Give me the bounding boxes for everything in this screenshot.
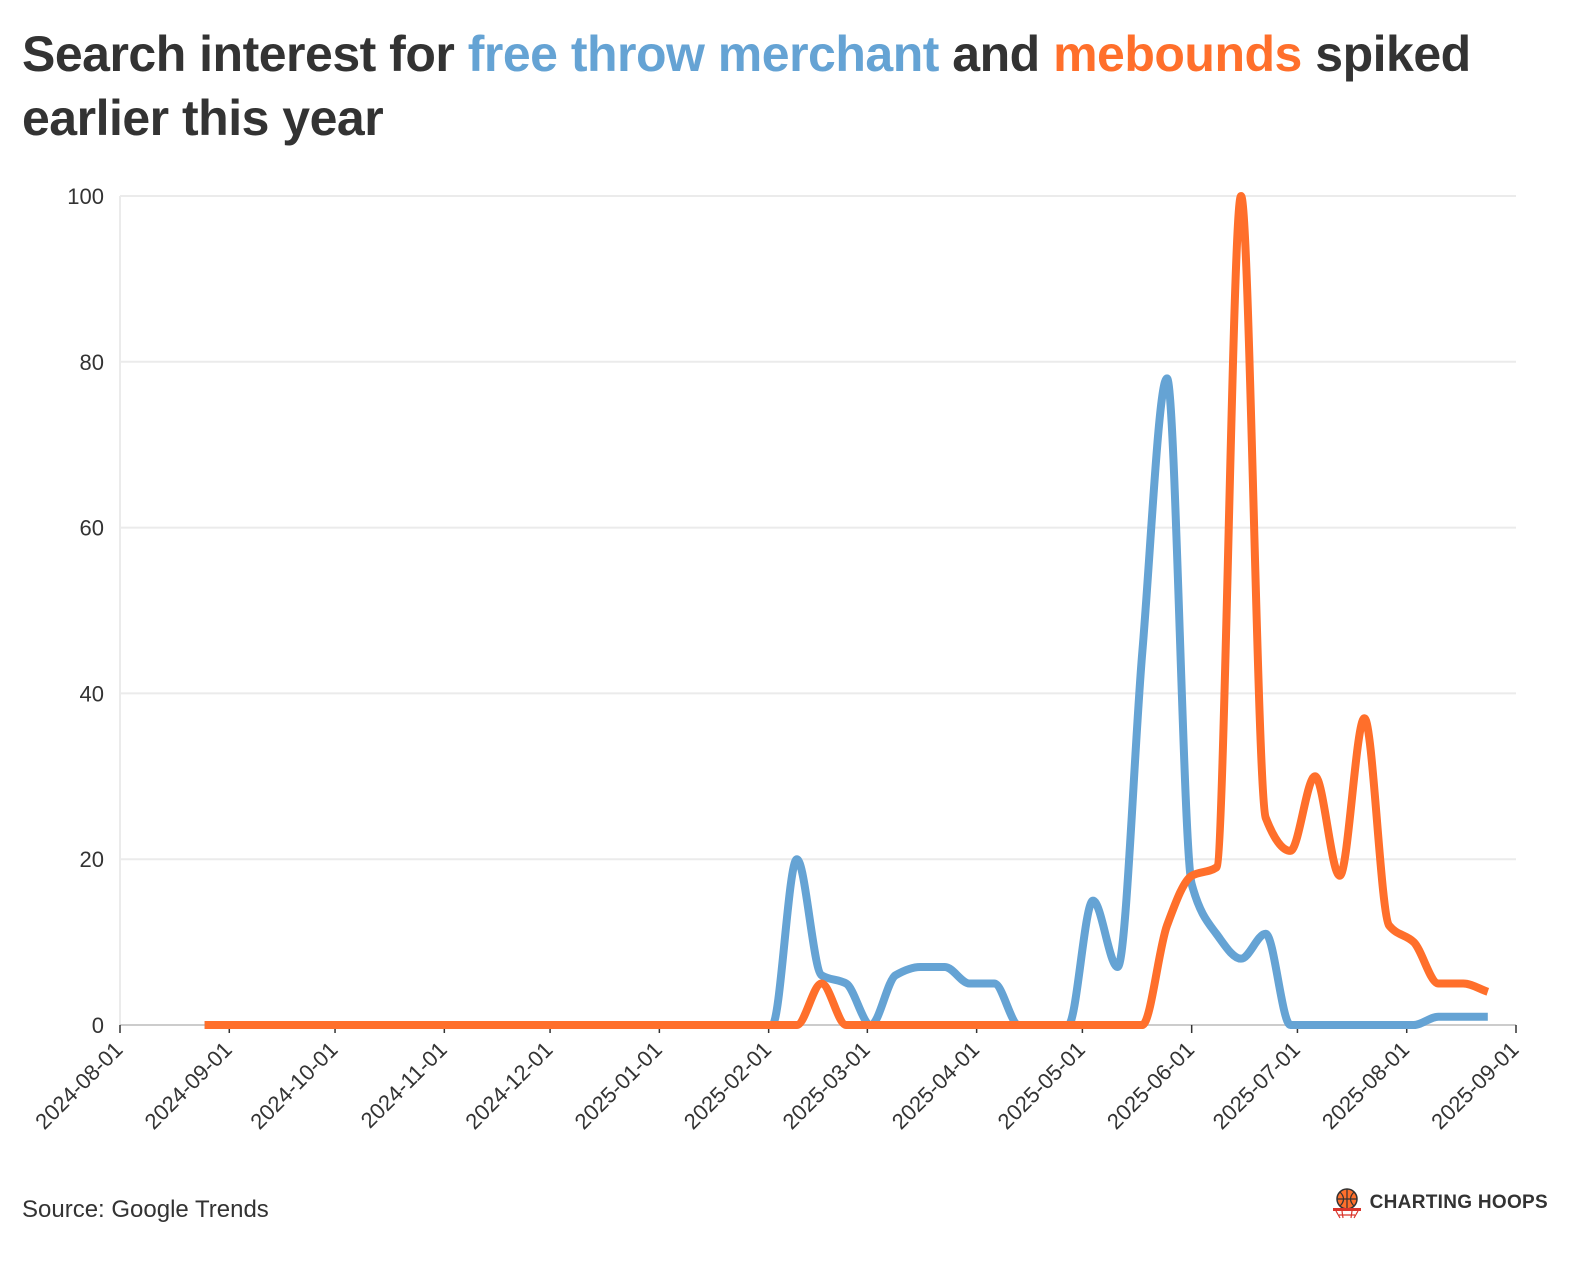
series-line-mebounds xyxy=(204,192,1490,1030)
gridlines xyxy=(120,195,1516,861)
y-tick-label: 80 xyxy=(80,350,104,375)
basketball-hoop-icon xyxy=(1332,1188,1361,1219)
x-tick-label: 2024-12-01 xyxy=(460,1037,557,1134)
axes xyxy=(119,196,1516,1026)
series-line-free-throw-merchant xyxy=(204,374,1488,1030)
x-tick-label: 2025-04-01 xyxy=(887,1037,984,1134)
x-tick-label: 2024-09-01 xyxy=(140,1037,237,1134)
title-series-mebounds: mebounds xyxy=(1053,26,1302,82)
y-tick-label: 100 xyxy=(67,184,104,209)
title-part-1: Search interest for xyxy=(22,26,468,82)
x-tick-label: 2025-08-01 xyxy=(1317,1037,1414,1134)
x-tick-label: 2025-06-01 xyxy=(1102,1037,1199,1134)
y-axis-ticks: 0 20 40 60 80 100 xyxy=(67,184,104,1038)
title-series-free-throw-merchant: free throw merchant xyxy=(467,26,940,82)
x-axis-ticks: 2024-08-01 2024-09-01 2024-10-01 2024-11-01… xyxy=(30,1025,1524,1134)
x-tick-label: 2024-11-01 xyxy=(356,1037,452,1133)
source-note: Source: Google Trends xyxy=(22,1196,269,1223)
title-part-2: and xyxy=(938,26,1054,82)
x-tick-label: 2024-10-01 xyxy=(245,1037,342,1134)
brand-logo: CHARTING HOOPS xyxy=(1330,1187,1548,1219)
x-tick-label: 2025-05-01 xyxy=(993,1037,1090,1134)
y-tick-label: 40 xyxy=(80,681,104,706)
x-tick-label: 2025-02-01 xyxy=(679,1037,776,1134)
y-tick-label: 0 xyxy=(92,1013,104,1038)
x-tick-label: 2025-03-01 xyxy=(778,1037,875,1134)
x-tick-label: 2024-08-01 xyxy=(30,1037,127,1134)
x-tick-label: 2025-09-01 xyxy=(1426,1037,1523,1134)
series-lines xyxy=(204,192,1490,1030)
brand-name: CHARTING HOOPS xyxy=(1369,1192,1548,1213)
x-tick-label: 2025-07-01 xyxy=(1208,1037,1305,1134)
chart-title: Search interest for free throw merchant … xyxy=(22,22,1572,150)
title-part-3: spiked earlier this year xyxy=(22,26,1471,146)
x-tick-label: 2025-01-01 xyxy=(570,1037,667,1134)
y-tick-label: 20 xyxy=(80,847,104,872)
y-tick-label: 60 xyxy=(80,516,104,541)
